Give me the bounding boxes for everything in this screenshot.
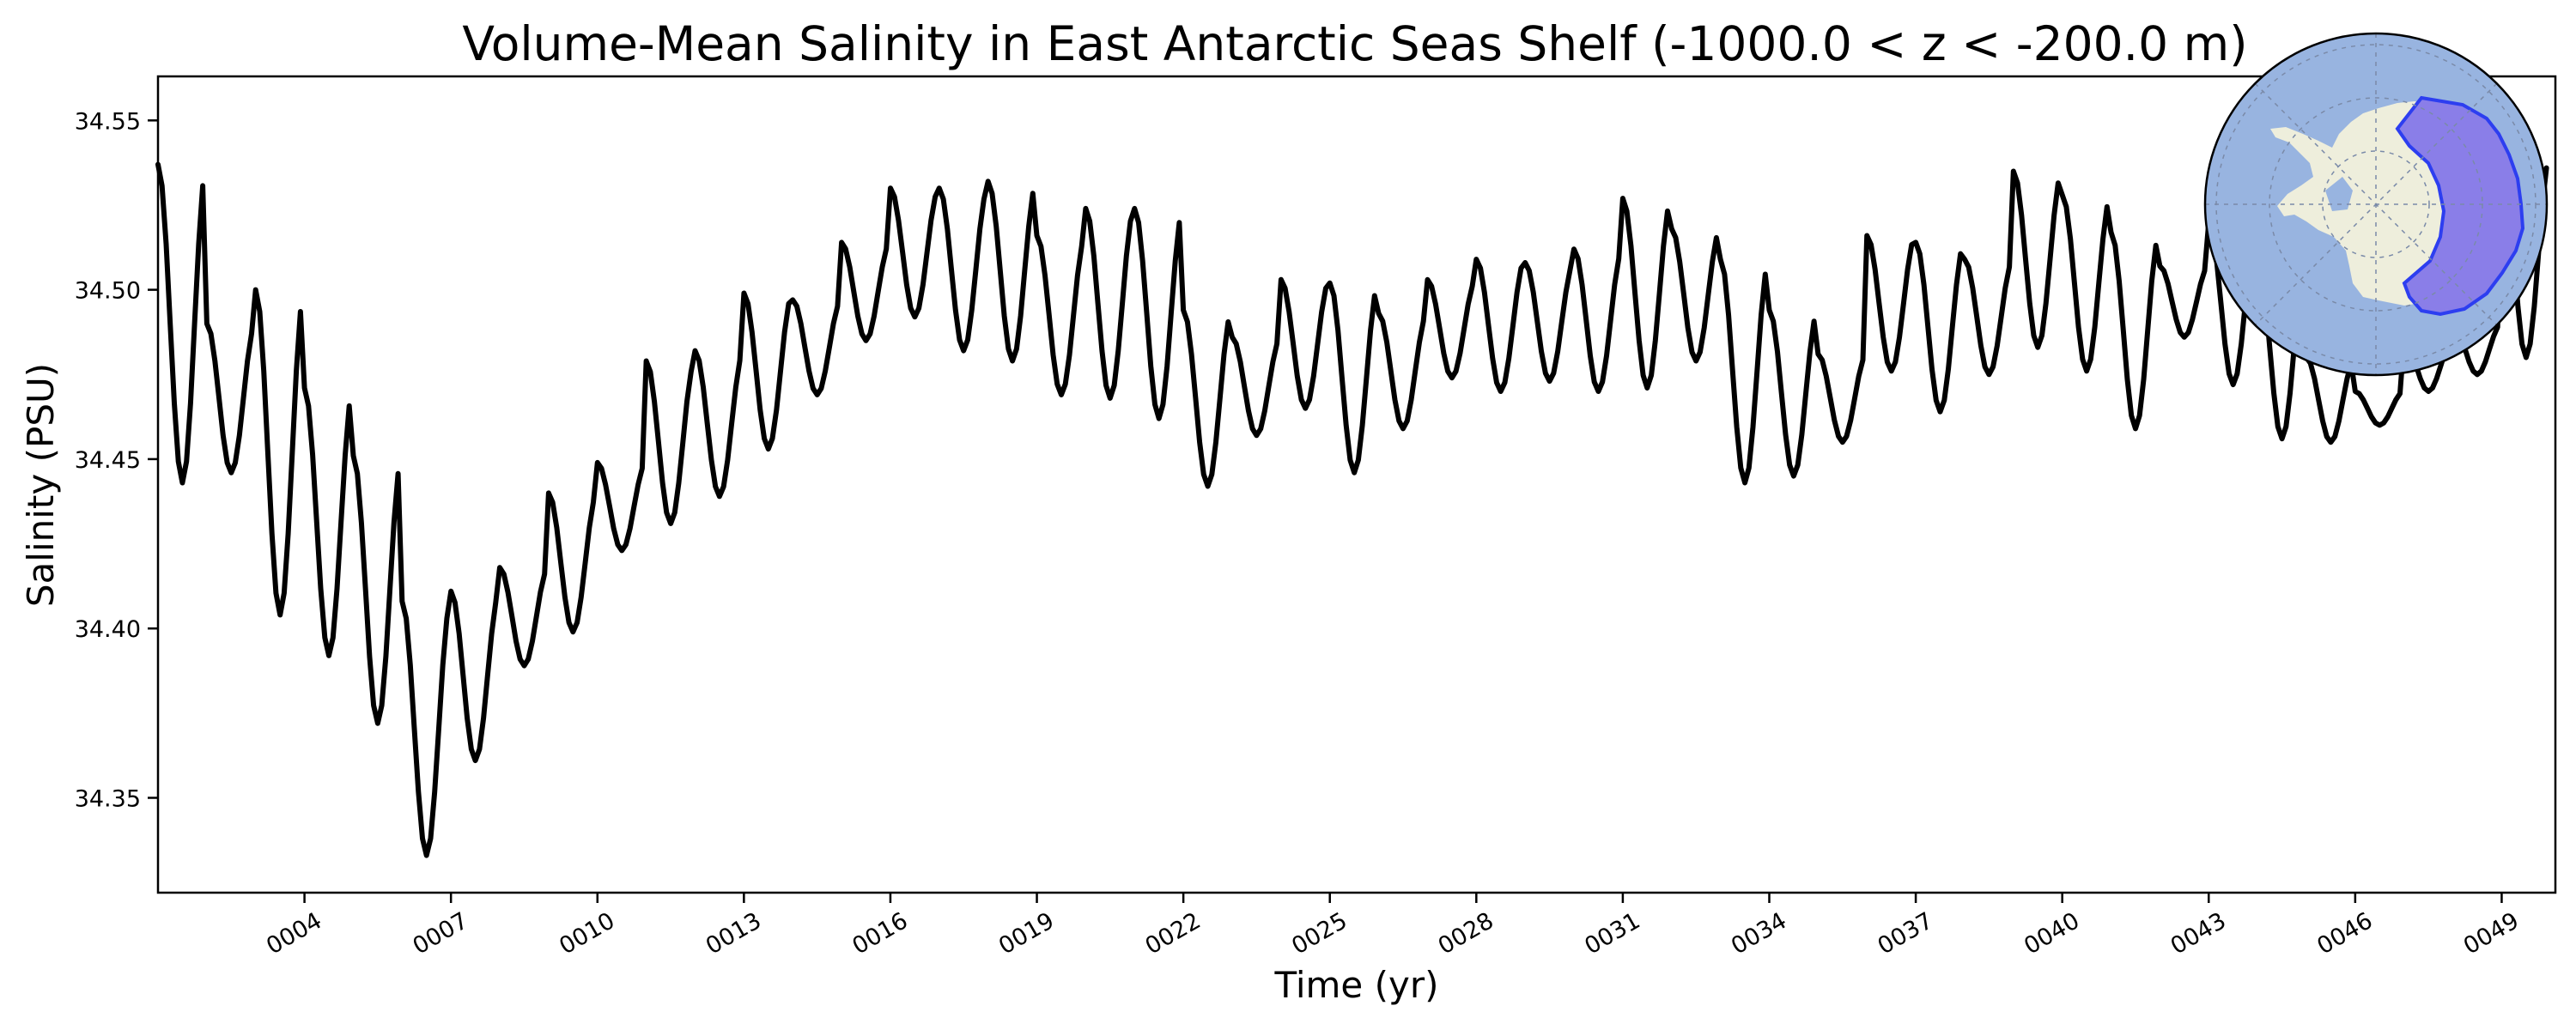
x-tick-label: 0019 [994,907,1059,960]
x-axis-ticks: 0004 0007 0010 0013 0016 0019 0022 0025 0028 0031… [262,893,2524,960]
ross-ice-shelf [2325,177,2353,211]
x-tick-label: 0046 [2312,907,2377,960]
x-tick-label: 0013 [702,907,766,960]
x-tick-label: 0010 [555,907,619,960]
map-graticule [2205,33,2547,375]
x-tick-label: 0007 [409,907,473,960]
x-tick-label: 0031 [1580,907,1644,960]
x-tick-label: 0025 [1287,907,1352,960]
chart-title: Volume-Mean Salinity in East Antarctic S… [462,16,2247,71]
y-tick-label: 34.35 [75,786,141,813]
x-tick-label: 0022 [1141,907,1206,960]
x-tick-label: 0004 [262,907,326,960]
x-tick-label: 0016 [848,907,912,960]
x-tick-label: 0034 [1727,907,1791,960]
y-tick-label: 34.50 [75,278,141,305]
x-axis-label: Time (yr) [1273,964,1438,1006]
map-border [2203,32,2549,377]
plot-frame [156,75,2557,894]
y-axis-label: Salinity (PSU) [20,363,62,607]
y-tick-label: 34.55 [75,108,141,135]
x-tick-label: 0040 [2020,907,2084,960]
y-axis-ticks: 34.35 34.40 34.45 34.50 34.55 [75,108,158,813]
y-tick-label: 34.40 [75,616,141,643]
x-tick-label: 0049 [2459,907,2524,960]
y-tick-label: 34.45 [75,447,141,474]
x-tick-label: 0043 [2166,907,2231,960]
inset-map [2203,32,2549,377]
salinity-series-line [155,151,2549,858]
x-tick-label: 0028 [1434,907,1498,960]
x-tick-label: 0037 [1874,907,1938,960]
